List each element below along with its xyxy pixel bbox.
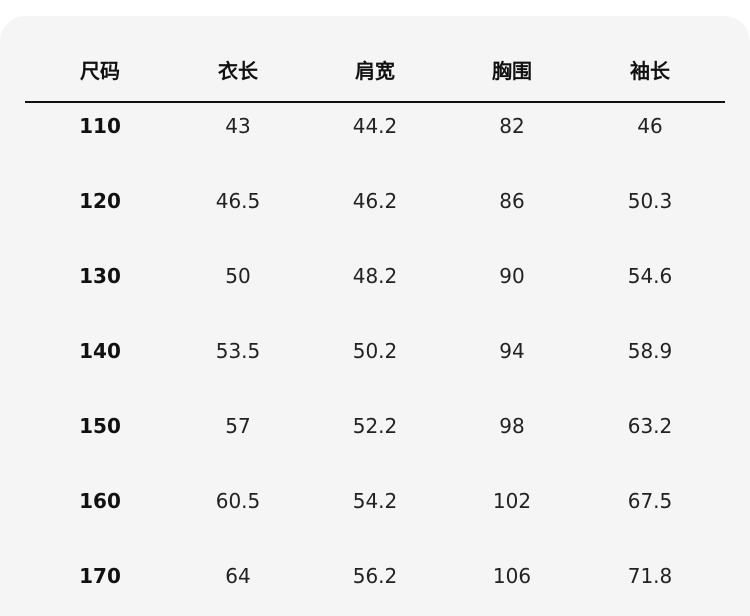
cell-size: 110	[79, 114, 121, 138]
cell-chest: 82	[499, 114, 525, 138]
cell-sleeve: 50.3	[627, 189, 673, 213]
cell-chest: 94	[499, 339, 525, 363]
cell-length: 46.5	[215, 189, 261, 213]
cell-size: 170	[79, 564, 121, 588]
cell-size: 150	[79, 414, 121, 438]
cell-size: 140	[79, 339, 121, 363]
cell-length: 57	[225, 414, 251, 438]
cell-shoulder: 50.2	[352, 339, 398, 363]
cell-chest: 106	[492, 564, 532, 588]
cell-chest: 98	[499, 414, 525, 438]
size-chart-panel: 尺码 衣长 肩宽 胸围 袖长 110 43 44.2 82 46 120 46.5 46.2 86 50.3…	[0, 16, 750, 616]
cell-shoulder: 44.2	[352, 114, 398, 138]
cell-shoulder: 48.2	[352, 264, 398, 288]
cell-shoulder: 56.2	[352, 564, 398, 588]
header-size: 尺码	[80, 59, 120, 83]
cell-sleeve: 46	[637, 114, 663, 138]
cell-size: 130	[79, 264, 121, 288]
header-chest: 胸围	[492, 59, 532, 83]
cell-length: 64	[225, 564, 251, 588]
cell-shoulder: 54.2	[352, 489, 398, 513]
cell-sleeve: 54.6	[627, 264, 673, 288]
header-divider	[25, 101, 725, 103]
cell-sleeve: 67.5	[627, 489, 673, 513]
cell-length: 50	[225, 264, 251, 288]
cell-shoulder: 52.2	[352, 414, 398, 438]
cell-chest: 90	[499, 264, 525, 288]
header-sleeve: 袖长	[630, 59, 670, 83]
cell-sleeve: 71.8	[627, 564, 673, 588]
cell-size: 160	[79, 489, 121, 513]
cell-sleeve: 63.2	[627, 414, 673, 438]
cell-chest: 102	[492, 489, 532, 513]
cell-sleeve: 58.9	[627, 339, 673, 363]
cell-size: 120	[79, 189, 121, 213]
header-length: 衣长	[218, 59, 258, 83]
cell-length: 53.5	[215, 339, 261, 363]
cell-shoulder: 46.2	[352, 189, 398, 213]
cell-length: 60.5	[215, 489, 261, 513]
header-shoulder: 肩宽	[355, 59, 395, 83]
cell-length: 43	[225, 114, 251, 138]
cell-chest: 86	[499, 189, 525, 213]
